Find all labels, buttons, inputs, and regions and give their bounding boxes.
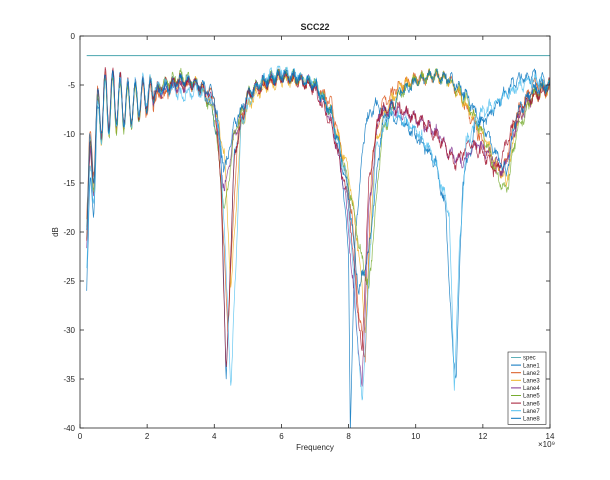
y-tick-label: -10 — [63, 130, 75, 139]
plot-area — [80, 36, 550, 428]
x-tick-label: 4 — [212, 432, 217, 441]
x-tick-label: 14 — [546, 432, 555, 441]
legend-entry-lane5: Lane5 — [523, 394, 540, 400]
chart-title: SCC22 — [300, 22, 329, 32]
y-tick-label: 0 — [71, 32, 76, 41]
y-tick-label: -25 — [63, 277, 75, 286]
legend-entry-spec: spec — [523, 356, 536, 362]
y-axis-label: dB — [51, 227, 60, 237]
series-line-lane7 — [86, 65, 550, 401]
legend-entry-lane7: Lane7 — [523, 409, 540, 415]
x-exponent-label: ×10⁹ — [538, 440, 555, 449]
x-tick-label: 8 — [346, 432, 351, 441]
y-tick-label: -15 — [63, 179, 75, 188]
y-tick-label: -20 — [63, 228, 75, 237]
legend-entry-lane6: Lane6 — [523, 401, 540, 407]
legend-entry-lane2: Lane2 — [523, 371, 540, 377]
y-tick-label: -40 — [63, 424, 75, 433]
legend-entry-lane3: Lane3 — [523, 379, 540, 385]
x-tick-label: 6 — [279, 432, 284, 441]
x-axis-label: Frequency — [296, 443, 334, 452]
legend-entry-lane1: Lane1 — [523, 363, 540, 369]
x-tick-label: 0 — [78, 432, 83, 441]
x-tick-label: 2 — [145, 432, 150, 441]
series-line-lane8 — [86, 68, 550, 295]
y-tick-label: -30 — [63, 326, 75, 335]
y-tick-label: -35 — [63, 375, 75, 384]
legend-entry-lane8: Lane8 — [523, 417, 540, 423]
x-tick-label: 12 — [478, 432, 487, 441]
legend-entry-lane4: Lane4 — [523, 386, 540, 392]
series-group — [86, 55, 550, 428]
y-tick-label: -5 — [68, 81, 76, 90]
x-tick-label: 10 — [411, 432, 420, 441]
